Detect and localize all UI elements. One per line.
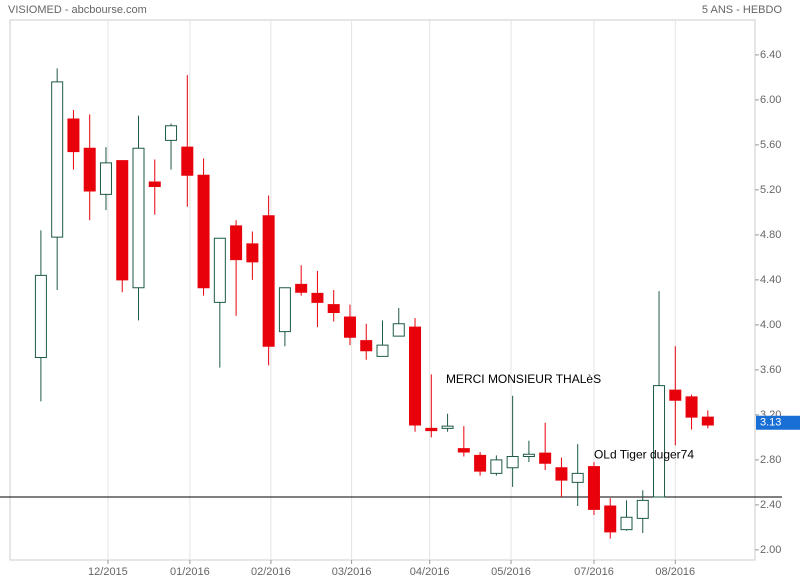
candle-body [181, 146, 194, 176]
candle-body [165, 125, 178, 141]
candle-body [327, 304, 340, 313]
annotation: OLd Tiger duger74 [594, 448, 694, 462]
candle-body [295, 283, 308, 293]
candle-body [360, 340, 373, 352]
y-tick-label: 4.00 [760, 319, 781, 331]
candle-body [571, 472, 584, 483]
candle-body [311, 292, 324, 303]
y-tick-label: 5.60 [760, 139, 781, 151]
chart-title: VISIOMED - abcbourse.com [8, 4, 147, 16]
x-tick-label: 12/2015 [88, 566, 128, 578]
y-tick-label: 2.40 [760, 499, 781, 511]
y-tick-label: 6.40 [760, 49, 781, 61]
candle-body [425, 427, 438, 432]
x-tick-label: 07/2016 [574, 566, 614, 578]
candle-body [701, 416, 714, 426]
y-tick-label: 5.20 [760, 184, 781, 196]
y-tick-label: 4.80 [760, 229, 781, 241]
candle-body [522, 453, 535, 457]
annotation: MERCI MONSIEUR THALèS [446, 372, 601, 386]
candle-body [490, 459, 503, 474]
candle-body [197, 174, 210, 289]
candle-body [148, 181, 161, 187]
candle-body [555, 467, 568, 481]
candle-body [67, 118, 80, 153]
candle-body [116, 160, 129, 281]
y-tick-label: 6.00 [760, 94, 781, 106]
x-tick-label: 04/2016 [410, 566, 450, 578]
candle-body [457, 448, 470, 453]
y-tick-label: 2.00 [760, 544, 781, 556]
y-tick-label: 2.80 [760, 454, 781, 466]
y-tick-label: 4.40 [760, 274, 781, 286]
candle-body [34, 274, 47, 358]
candle-body [278, 287, 291, 333]
candle-body [669, 389, 682, 401]
candle-body [376, 344, 389, 357]
candle-body [474, 454, 487, 472]
chart-subtitle: 5 ANS - HEBDO [702, 4, 783, 16]
candle-body [653, 385, 666, 498]
candle-body [441, 425, 454, 429]
candle-body [409, 326, 422, 426]
candle-body [132, 147, 145, 289]
x-tick-label: 02/2016 [251, 566, 291, 578]
x-tick-label: 03/2016 [332, 566, 372, 578]
candle-body [51, 81, 64, 238]
candle-body [230, 225, 243, 261]
candle-body [539, 452, 552, 464]
candle-body [604, 505, 617, 533]
candle-body [262, 215, 275, 347]
x-tick-label: 05/2016 [491, 566, 531, 578]
candle-body [99, 162, 112, 195]
candle-body [587, 466, 600, 510]
x-tick-label: 01/2016 [170, 566, 210, 578]
candle-body [343, 316, 356, 338]
candle-body [392, 323, 405, 337]
candle-body [83, 147, 96, 192]
candle-body [636, 499, 649, 519]
candle-body [506, 456, 519, 469]
candle-body [246, 243, 259, 263]
last-price-label: 3.13 [760, 417, 781, 429]
x-tick-label: 08/2016 [655, 566, 695, 578]
candle-body [620, 516, 633, 531]
candle-body [213, 237, 226, 303]
last-price-box [756, 415, 800, 430]
plot-frame [9, 19, 756, 561]
candle-body [685, 396, 698, 418]
y-tick-label: 3.60 [760, 364, 781, 376]
